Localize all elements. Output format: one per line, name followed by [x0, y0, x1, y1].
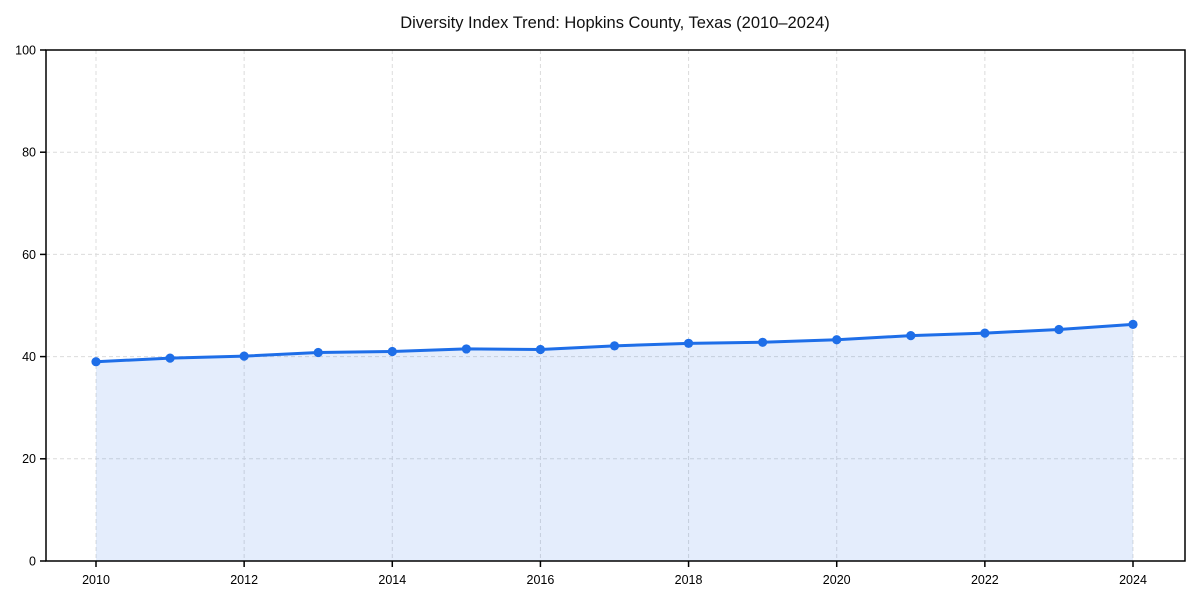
plot-border [45, 49, 1186, 562]
data-point [758, 337, 768, 347]
data-point [313, 347, 323, 358]
series-layer [91, 319, 1138, 367]
axis-ticks [40, 49, 1134, 567]
data-point [165, 353, 175, 363]
y-tick-label: 60 [22, 248, 36, 262]
y-tick-label: 40 [22, 350, 36, 364]
data-point [1054, 324, 1064, 335]
x-tick-label: 2018 [675, 573, 703, 587]
axis-labels: 0 20 40 60 80 100 2010 2012 2014 2016 2018 2020 2022… [15, 43, 1147, 587]
area-fill-layer [96, 324, 1133, 561]
data-point [535, 344, 546, 355]
data-point [906, 331, 916, 341]
x-tick-label: 2016 [527, 573, 555, 587]
data-point [91, 357, 101, 367]
x-tick-label: 2012 [230, 573, 258, 587]
chart-title: Diversity Index Trend: Hopkins County, T… [400, 14, 830, 32]
data-point [683, 338, 694, 348]
y-tick-label: 100 [15, 43, 36, 57]
plot-frame [45, 49, 1186, 562]
y-tick-label: 0 [29, 554, 36, 568]
area-fill [96, 324, 1133, 561]
data-point [461, 344, 471, 354]
x-tick-label: 2020 [823, 573, 851, 587]
x-tick-label: 2010 [82, 573, 110, 587]
data-point [980, 328, 990, 338]
y-tick-label: 20 [22, 452, 36, 466]
data-point [1128, 319, 1138, 330]
x-tick-label: 2014 [378, 573, 406, 587]
data-point [609, 341, 620, 351]
y-tick-label: 80 [22, 146, 36, 160]
x-tick-label: 2024 [1119, 573, 1147, 587]
x-tick-label: 2022 [971, 573, 999, 587]
data-point [239, 351, 249, 361]
data-point [832, 335, 842, 345]
data-point [387, 346, 397, 357]
